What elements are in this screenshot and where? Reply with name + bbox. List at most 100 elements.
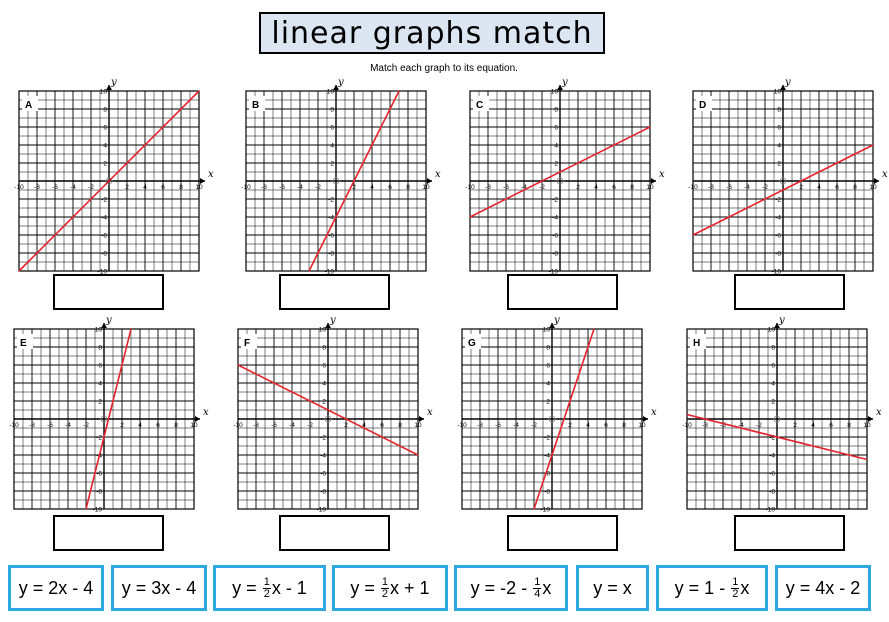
answer-box-h[interactable] [734, 515, 845, 551]
y-tick-label: -2 [101, 197, 107, 204]
x-tick-label: -2 [307, 422, 313, 429]
graph-line-series [18, 90, 200, 272]
fraction-denominator: 4 [534, 587, 541, 600]
y-tick-label: 8 [98, 345, 102, 352]
graph-label-bg [473, 96, 489, 111]
x-tick-label: -2 [762, 184, 768, 191]
equation-card[interactable]: y = 4x - 2 [775, 565, 871, 611]
x-axis-label: x [427, 407, 433, 418]
y-tick-label: -8 [552, 251, 558, 258]
x-tick-label: -10 [14, 184, 24, 191]
answer-box-f[interactable] [279, 515, 390, 551]
graph-line-series [469, 126, 651, 218]
y-tick-label: -6 [96, 471, 102, 478]
x-tick-label: 4 [594, 184, 598, 191]
x-tick-label: 6 [388, 184, 392, 191]
x-axis-label: x [882, 169, 888, 180]
y-tick-label: 4 [554, 143, 558, 150]
graph-letter: H [693, 338, 700, 349]
y-tick-label: 4 [98, 381, 102, 388]
y-tick-label: -6 [552, 233, 558, 240]
y-tick-label: -8 [328, 251, 334, 258]
x-tick-label: 6 [161, 184, 165, 191]
y-tick-label: 2 [777, 161, 781, 168]
x-tick-label: -6 [271, 422, 277, 429]
x-tick-label: -4 [289, 422, 295, 429]
graph-letter: F [244, 338, 250, 349]
x-tick-label: -6 [495, 422, 501, 429]
x-tick-label: -8 [34, 184, 40, 191]
y-axis-label: y [553, 315, 560, 326]
y-tick-label: 8 [322, 345, 326, 352]
answer-box-e[interactable] [53, 515, 164, 551]
x-tick-label: 10 [190, 422, 198, 429]
x-tick-label: 10 [646, 184, 654, 191]
y-tick-label: -10 [325, 269, 335, 276]
y-tick-label: 8 [777, 107, 781, 114]
y-tick-label: -6 [775, 233, 781, 240]
graph-letter: C [476, 100, 483, 111]
y-tick-label: 6 [322, 363, 326, 370]
y-tick-label: 6 [546, 363, 550, 370]
y-tick-label: 4 [330, 143, 334, 150]
answer-box-a[interactable] [53, 274, 164, 310]
y-tick-label: -6 [101, 233, 107, 240]
graph-label-bg [22, 96, 38, 111]
x-axis-arrow [200, 178, 205, 184]
answer-box-g[interactable] [507, 515, 618, 551]
x-tick-label: -6 [279, 184, 285, 191]
x-tick-label: -6 [47, 422, 53, 429]
y-tick-label: -2 [552, 197, 558, 204]
answer-box-b[interactable] [279, 274, 390, 310]
x-axis-label: x [659, 169, 665, 180]
graph-g: x y -10 -8 -6 -4 -2 2 4 6 8 10 10 8 6 4 2 -2 -4 -6 -8 -10 G [457, 315, 657, 514]
y-tick-label: 8 [546, 345, 550, 352]
instructions: Match each graph to its equation. [370, 63, 518, 74]
x-tick-label: -2 [83, 422, 89, 429]
x-tick-label: 6 [380, 422, 384, 429]
x-axis-arrow [419, 416, 424, 422]
graph-line-series [237, 364, 419, 456]
y-axis-arrow [325, 323, 331, 328]
y-tick-label: -8 [769, 489, 775, 496]
equation-text-tail: x [542, 577, 552, 598]
equation-text: y = 3x - 4 [121, 577, 197, 598]
x-tick-label: -2 [531, 422, 537, 429]
equation-card[interactable]: y = x [576, 565, 649, 611]
equation-card[interactable]: y = 2x - 4 [8, 565, 104, 611]
x-tick-label: -8 [485, 184, 491, 191]
answer-box-d[interactable] [734, 274, 845, 310]
graph-line-series [686, 413, 868, 461]
graph-label-bg [690, 334, 706, 349]
equation-card[interactable]: y = 3x - 4 [111, 565, 207, 611]
x-tick-label: -10 [465, 184, 475, 191]
origin-marker [773, 415, 781, 423]
graph-letter: D [699, 100, 706, 111]
y-tick-label: -6 [769, 471, 775, 478]
x-tick-label: 4 [586, 422, 590, 429]
answer-box-c[interactable] [507, 274, 618, 310]
x-tick-label: 8 [630, 184, 634, 191]
graph-line-series [692, 144, 874, 236]
y-tick-label: -4 [544, 453, 550, 460]
y-tick-label: 4 [546, 381, 550, 388]
x-axis-label: x [435, 169, 441, 180]
x-tick-label: 8 [174, 422, 178, 429]
x-axis-arrow [643, 416, 648, 422]
y-tick-label: 2 [771, 399, 775, 406]
x-axis-label: x [203, 407, 209, 418]
y-tick-label: 6 [98, 363, 102, 370]
x-tick-label: -8 [702, 422, 708, 429]
x-tick-label: 6 [612, 184, 616, 191]
y-axis-arrow [101, 323, 107, 328]
graph-plot: x y -10 -8 -6 -4 -2 2 4 6 8 10 10 8 6 4 2 -2 -4 -6 -8 -10 D [688, 77, 888, 276]
worksheet-title: linear graphs match [259, 12, 605, 54]
y-tick-label: -8 [775, 251, 781, 258]
y-tick-label: -10 [766, 507, 776, 514]
graph-f: x y -10 -8 -6 -4 -2 2 4 6 8 10 10 8 6 4 2 -2 -4 -6 -8 -10 F [233, 315, 433, 514]
